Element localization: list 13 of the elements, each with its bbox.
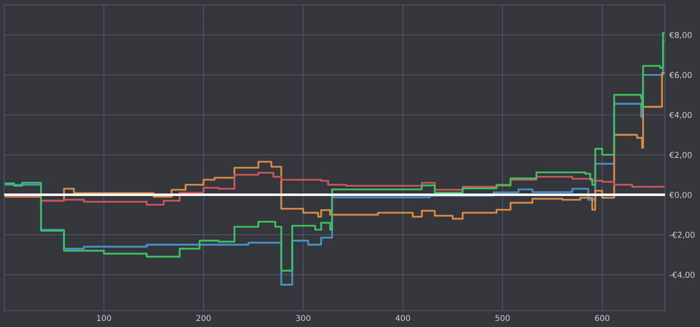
y-tick-label: -€4,00	[670, 272, 695, 279]
y-tick-label: €4,00	[669, 112, 692, 119]
x-tick-label: 300	[296, 314, 310, 322]
y-tick-label: €0,00	[669, 192, 692, 199]
y-tick-label: €8,00	[669, 32, 692, 39]
x-tick-label: 200	[196, 314, 211, 322]
x-tick-label: 500	[495, 314, 510, 322]
x-tick-label: 100	[97, 314, 112, 322]
y-tick-label: €6,00	[669, 72, 692, 79]
x-tick-label: 400	[396, 314, 410, 322]
x-tick-label: 600	[595, 314, 610, 322]
y-tick-label: -€2,00	[670, 232, 695, 239]
y-tick-label: €2,00	[669, 152, 692, 159]
